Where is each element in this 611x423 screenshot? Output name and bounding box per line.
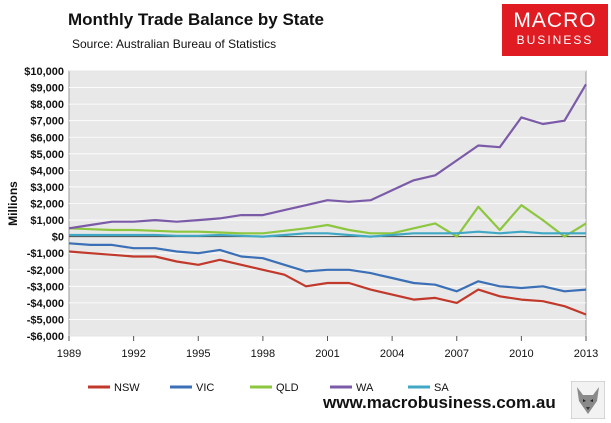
y-tick-label: $5,000 <box>30 149 64 161</box>
series-line-sa <box>69 230 586 238</box>
legend-label-nsw: NSW <box>114 382 140 394</box>
x-tick-label: 2010 <box>509 348 533 360</box>
x-tick-label: 2013 <box>574 348 598 360</box>
y-tick-label: $10,000 <box>24 66 64 78</box>
y-tick-label: $8,000 <box>30 99 64 111</box>
logo-line-2: BUSINESS <box>516 33 594 47</box>
legend-label-sa: SA <box>434 382 449 394</box>
y-tick-label: $1,000 <box>30 215 64 227</box>
y-tick-label: $6,000 <box>30 132 64 144</box>
y-tick-label: $2,000 <box>30 199 64 211</box>
x-tick-label: 1992 <box>121 348 145 360</box>
series-line-qld <box>68 204 587 238</box>
y-tick-label: -$5,000 <box>27 314 64 326</box>
series-line-wa <box>68 83 587 230</box>
x-tick-label: 2007 <box>445 348 469 360</box>
y-tick-label: $9,000 <box>30 83 64 95</box>
legend-label-vic: VIC <box>196 382 214 394</box>
x-tick-label: 1989 <box>57 348 81 360</box>
chart-title: Monthly Trade Balance by State <box>68 10 325 29</box>
series-line-vic <box>68 242 587 293</box>
wolf-logo-icon <box>571 381 605 419</box>
y-tick-label: -$3,000 <box>27 281 64 293</box>
x-tick-label: 2001 <box>315 348 339 360</box>
y-tick-label: $4,000 <box>30 165 64 177</box>
logo-line-1: MACRO <box>513 9 597 32</box>
x-tick-label: 2004 <box>380 348 404 360</box>
y-tick-label: -$6,000 <box>27 331 64 343</box>
y-tick-label: -$2,000 <box>27 265 64 277</box>
macrobusiness-logo: MACRO BUSINESS <box>502 4 608 56</box>
y-tick-label: $3,000 <box>30 182 64 194</box>
y-axis-label: Millions <box>6 181 20 226</box>
y-tick-label: -$4,000 <box>27 298 64 310</box>
x-tick-label: 1998 <box>251 348 275 360</box>
y-tick-label: -$1,000 <box>27 248 64 260</box>
y-tick-label: $0 <box>52 232 64 244</box>
chart-subtitle: Source: Australian Bureau of Statistics <box>72 37 277 51</box>
y-tick-label: $7,000 <box>30 116 64 128</box>
legend-label-wa: WA <box>356 382 374 394</box>
series-line-nsw <box>68 250 587 316</box>
x-tick-label: 1995 <box>186 348 210 360</box>
legend-label-qld: QLD <box>276 382 299 394</box>
website-url[interactable]: www.macrobusiness.com.au <box>323 393 556 412</box>
